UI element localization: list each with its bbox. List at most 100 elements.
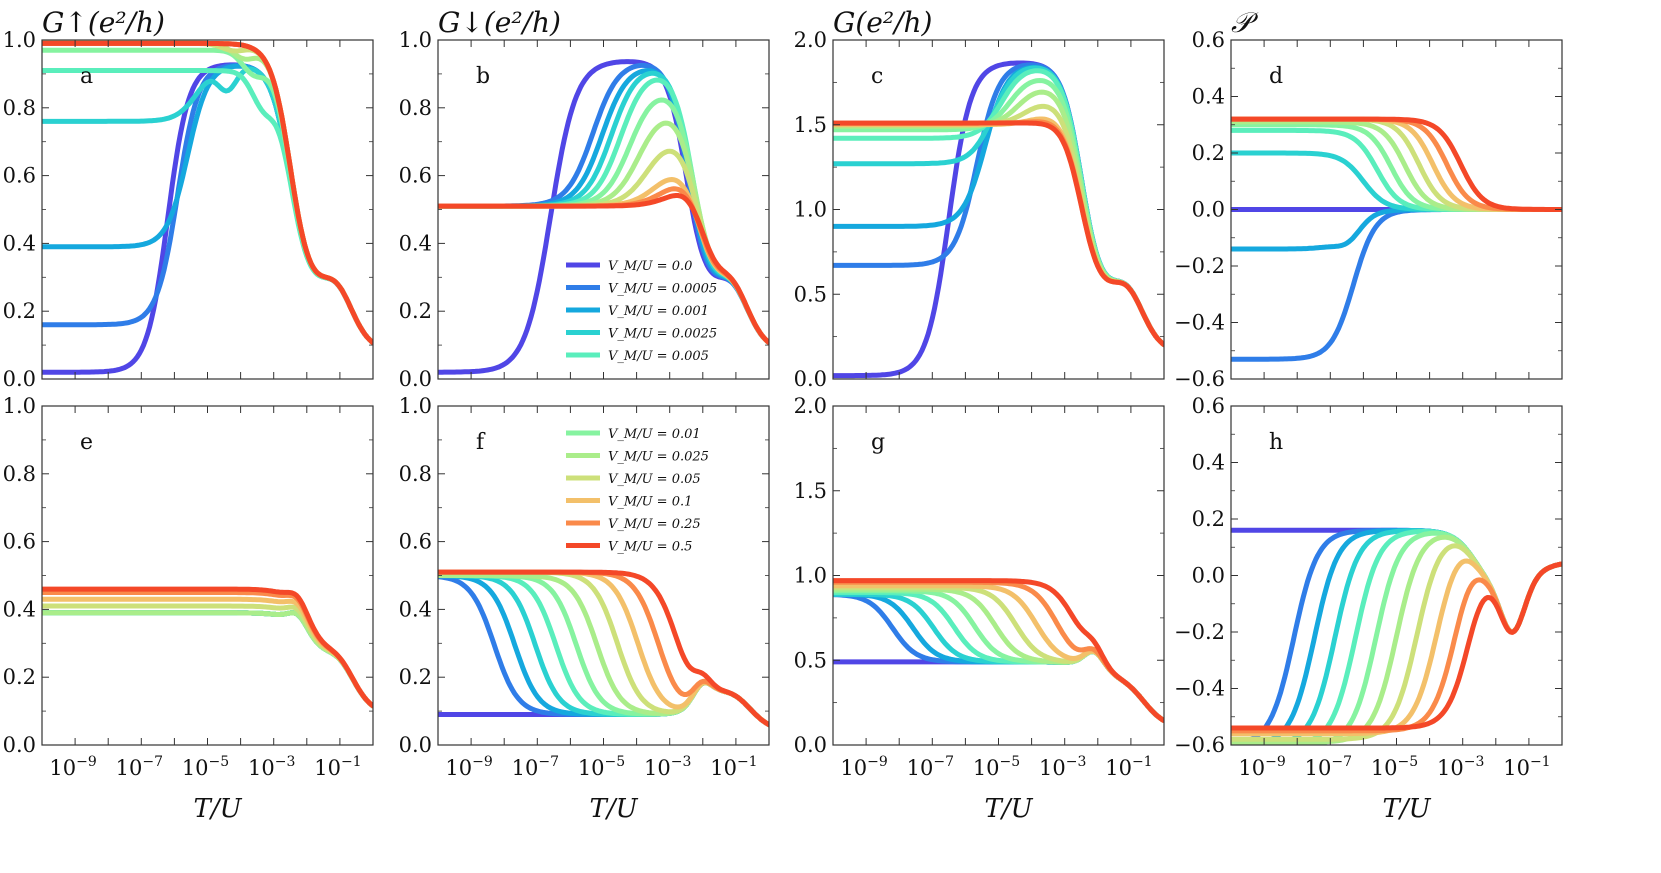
legend-label-f-4: V_M/U = 0.25 [608,517,701,532]
x-tick-label-e-3: 10−3 [248,754,295,780]
y-tick-label-g-1: 0.5 [794,648,827,672]
series-line-a-1 [42,63,373,346]
y-axis-label-b: G↓(e²/h) [438,6,561,39]
panel-g: 0.0 0.5 1.0 1.5 2.0 10−9 10−7 10−5 10−3 10−1 g T/U [794,394,1165,824]
legend-label-f-2: V_M/U = 0.05 [608,472,701,487]
y-axis-label-d: 𝒫 [1231,6,1259,39]
y-tick-label-e-4: 0.8 [3,462,36,486]
axis-frame-g [832,405,1165,746]
y-tick-label-d-6: 0.6 [1192,28,1225,52]
legend-label-b-1: V_M/U = 0.0005 [608,282,717,297]
x-tick-label-g-2: 10−5 [973,754,1020,780]
y-tick-label-b-3: 0.6 [399,164,432,188]
series-line-e-6 [42,610,373,709]
x-tick-label-e-4: 10−1 [314,754,361,780]
y-tick-label-a-1: 0.2 [3,299,36,323]
panel-letter-b: b [476,64,490,89]
y-tick-label-h-5: 0.4 [1192,451,1225,475]
legend-label-f-1: V_M/U = 0.025 [608,450,709,465]
series-line-b-4 [438,77,769,346]
y-tick-label-h-0: −0.6 [1174,733,1225,757]
series-line-e-2 [42,610,373,709]
x-tick-label-g-4: 10−1 [1105,754,1152,780]
x-tick-label-e-1: 10−7 [116,754,163,780]
legend-b: V_M/U = 0.0 V_M/U = 0.0005 V_M/U = 0.001 V_… [566,259,717,364]
series-line-e-0 [42,610,373,709]
panel-f: 0.0 0.2 0.4 0.6 0.8 1.0 10−9 10−7 10−5 10−3 10−1 f T… [399,394,770,824]
series-line-d-10 [1231,116,1562,212]
series-line-e-7 [42,603,373,709]
x-tick-label-h-1: 10−7 [1305,754,1352,780]
x-axis-label-h: T/U [1382,794,1431,824]
x-tick-label-f-2: 10−5 [578,754,625,780]
panel-letter-f: f [476,430,486,455]
panel-a: 0.0 0.2 0.4 0.6 0.8 1.0 a G↑(e²/h) [3,6,374,391]
series-line-a-5 [42,47,373,346]
panel-d: −0.6 −0.4 −0.2 0.0 0.2 0.4 0.6 d𝒫 [1174,6,1563,391]
series-line-e-5 [42,610,373,709]
series-line-h-10 [1231,561,1562,731]
legend-label-f-5: V_M/U = 0.5 [608,540,692,555]
series-line-d-4 [1231,127,1562,212]
x-tick-label-f-1: 10−7 [512,754,559,780]
series-line-h-0 [1231,527,1562,635]
panel-letter-c: c [871,64,883,89]
y-tick-label-h-1: −0.4 [1174,677,1225,701]
x-tick-label-h-4: 10−1 [1503,754,1550,780]
series-line-e-3 [42,610,373,709]
x-tick-label-f-4: 10−1 [710,754,757,780]
y-tick-label-b-0: 0.0 [399,367,432,391]
series-group-e [42,586,373,709]
y-tick-label-g-4: 2.0 [794,394,827,418]
y-tick-label-b-2: 0.4 [399,231,432,255]
y-tick-label-e-2: 0.4 [3,597,36,621]
series-line-g-5 [833,588,1164,724]
series-line-c-4 [833,68,1164,348]
series-line-e-10 [42,586,373,709]
series-line-c-10 [833,120,1164,348]
y-tick-label-d-0: −0.6 [1174,367,1225,391]
x-tick-label-f-3: 10−3 [644,754,691,780]
y-tick-label-h-3: 0.0 [1192,564,1225,588]
y-tick-label-b-4: 0.8 [399,96,432,120]
panel-letter-e: e [80,430,93,455]
y-tick-label-h-4: 0.2 [1192,507,1225,531]
series-line-g-1 [833,592,1164,724]
panel-letter-h: h [1269,430,1283,455]
y-tick-label-f-3: 0.6 [399,530,432,554]
y-tick-label-g-2: 1.0 [794,564,827,588]
series-group-g [833,578,1164,724]
legend-label-b-4: V_M/U = 0.005 [608,349,709,364]
x-tick-label-h-3: 10−3 [1437,754,1484,780]
y-tick-label-c-1: 0.5 [794,282,827,306]
y-tick-label-c-3: 1.5 [794,113,827,137]
series-line-a-3 [42,66,373,346]
series-line-c-8 [833,116,1164,348]
x-tick-label-e-0: 10−9 [49,754,96,780]
y-tick-label-c-0: 0.0 [794,367,827,391]
y-tick-label-d-4: 0.2 [1192,141,1225,165]
panel-b: 0.0 0.2 0.4 0.6 0.8 1.0 b G↓(e²/h) [399,6,770,391]
legend-label-f-0: V_M/U = 0.01 [608,427,701,442]
legend-label-b-0: V_M/U = 0.0 [608,259,692,274]
axis-frame-e [41,405,374,746]
x-axis-label-g: T/U [984,794,1033,824]
series-line-a-2 [42,63,373,346]
y-tick-label-d-2: −0.2 [1174,254,1225,278]
y-tick-label-e-0: 0.0 [3,733,36,757]
y-tick-label-f-5: 1.0 [399,394,432,418]
legend-label-b-2: V_M/U = 0.001 [608,304,709,319]
y-tick-label-f-0: 0.0 [399,733,432,757]
panel-letter-d: d [1269,64,1283,89]
series-line-a-4 [42,68,373,346]
y-tick-label-a-4: 0.8 [3,96,36,120]
series-group-b [438,59,769,375]
y-tick-label-a-3: 0.6 [3,164,36,188]
y-tick-label-b-5: 1.0 [399,28,432,52]
y-tick-label-d-1: −0.4 [1174,311,1225,335]
y-tick-label-h-6: 0.6 [1192,394,1225,418]
series-group-h [1231,527,1562,745]
y-tick-label-c-2: 1.0 [794,198,827,222]
series-line-d-2 [1231,207,1562,252]
